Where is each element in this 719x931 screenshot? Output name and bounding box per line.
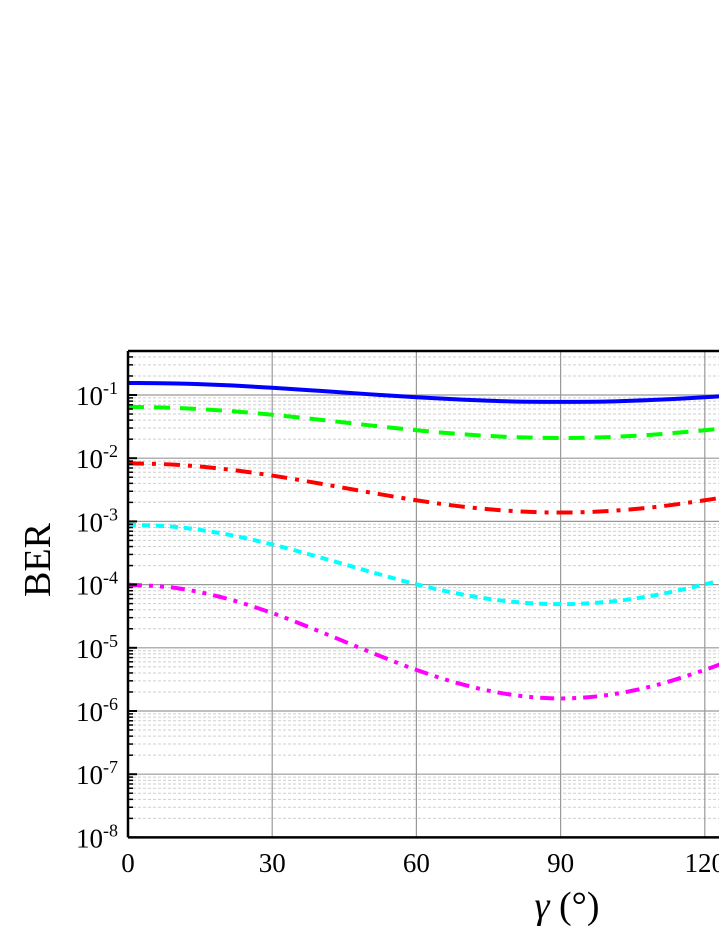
y-tick-base: 10: [76, 571, 103, 601]
y-tick-exponent: -8: [103, 820, 118, 840]
y-tick-base: 10: [76, 634, 103, 664]
series-line-1: [127, 380, 719, 404]
y-tick-label: 10-8: [76, 820, 118, 853]
x-tick-label: 30: [259, 848, 286, 878]
y-tick-label: 10-2: [76, 441, 118, 474]
y-tick-label: 10-5: [76, 631, 118, 664]
y-tick-base: 10: [76, 507, 103, 537]
y-tick-label: 10-6: [76, 694, 118, 727]
series-line-4: [127, 522, 719, 607]
y-tick-exponent: -4: [103, 568, 118, 588]
y-tick-base: 10: [76, 381, 103, 411]
series-line-5: [127, 582, 719, 701]
y-tick-exponent: -6: [103, 694, 118, 714]
y-tick-base: 10: [76, 823, 103, 853]
series-group: [127, 380, 719, 701]
y-tick-label: 10-4: [76, 568, 118, 601]
y-tick-exponent: -5: [103, 631, 118, 651]
x-tick-label: 120: [685, 848, 719, 878]
x-axis-label-symbol: γ: [535, 885, 551, 927]
x-tick-label: 90: [547, 848, 574, 878]
x-tick-label: 0: [121, 848, 135, 878]
y-tick-base: 10: [76, 697, 103, 727]
tick-labels: 10-110-210-310-410-510-610-710-80 30 60 90 1…: [76, 378, 719, 878]
y-tick-label: 10-3: [76, 504, 118, 537]
y-tick-base: 10: [76, 444, 103, 474]
y-tick-label: 10-7: [76, 757, 118, 790]
x-tick-label: 60: [403, 848, 430, 878]
grid: [128, 351, 719, 839]
y-tick-base: 10: [76, 760, 103, 790]
x-axis-label-unit: (°): [549, 885, 599, 927]
axes: [126, 349, 719, 839]
x-axis-label: γ (°): [535, 885, 600, 927]
y-tick-label: 10-1: [76, 378, 118, 411]
series-line-3: [127, 461, 719, 515]
y-tick-exponent: -2: [103, 441, 118, 461]
y-axis-label: BER: [17, 522, 59, 597]
y-tick-exponent: -7: [103, 757, 118, 777]
series-line-2: [127, 404, 719, 440]
y-tick-exponent: -1: [103, 378, 118, 398]
y-tick-exponent: -3: [103, 504, 118, 524]
